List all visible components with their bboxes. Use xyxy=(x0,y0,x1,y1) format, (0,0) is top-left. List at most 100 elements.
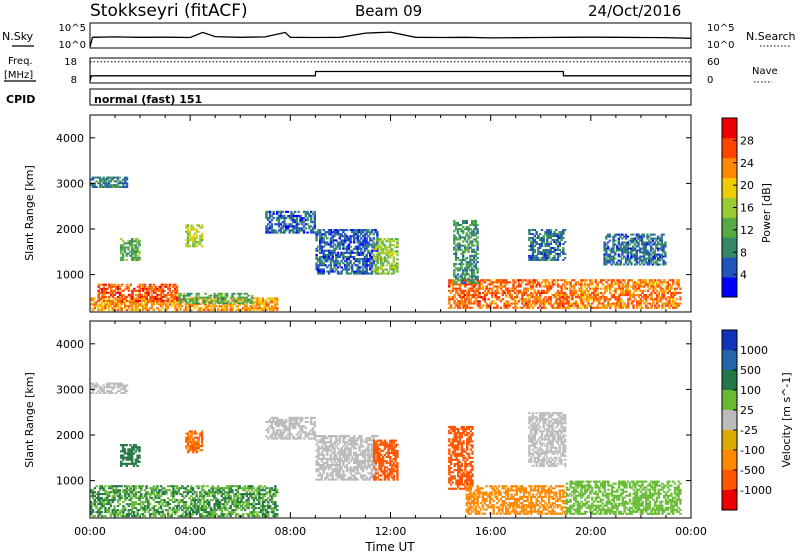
power-cell-7 xyxy=(315,247,318,250)
power-cell-1 xyxy=(118,285,122,288)
power-cell-11 xyxy=(546,241,549,243)
power-cell-9 xyxy=(506,306,510,309)
velocity-cell-0 xyxy=(129,489,132,492)
power-cell-12 xyxy=(627,300,630,303)
power-cell-8 xyxy=(396,238,399,241)
velocity-cell-0 xyxy=(127,489,130,492)
velocity-cell-0 xyxy=(258,507,261,510)
power-cell-9 xyxy=(473,296,476,299)
power-cell-9 xyxy=(564,296,567,299)
power-cell-6 xyxy=(270,231,274,234)
power-cell-3 xyxy=(125,182,129,185)
power-cell-0 xyxy=(236,309,240,312)
power-cell-5 xyxy=(185,226,188,229)
power-cell-6 xyxy=(283,214,286,217)
power-cell-2 xyxy=(218,294,222,297)
power-colorbar-tick-label-6: 28 xyxy=(740,134,754,147)
power-cell-7 xyxy=(333,266,336,269)
power-cell-11 xyxy=(531,247,535,249)
power-cell-7 xyxy=(360,243,363,246)
power-cell-9 xyxy=(551,279,554,282)
velocity-cell-0 xyxy=(252,499,256,502)
power-cell-13 xyxy=(657,235,660,238)
velocity-cell-0 xyxy=(183,503,186,506)
power-cell-9 xyxy=(524,302,528,305)
power-cell-13 xyxy=(628,239,631,242)
power-cell-7 xyxy=(369,266,372,269)
power-cell-7 xyxy=(338,262,341,265)
power-cell-9 xyxy=(483,300,487,303)
power-cell-13 xyxy=(633,253,637,256)
power-cell-12 xyxy=(666,304,669,307)
power-cell-2 xyxy=(208,296,211,299)
power-cell-6 xyxy=(311,229,315,232)
power-cell-7 xyxy=(319,256,322,259)
power-cell-7 xyxy=(331,253,334,256)
power-cell-0 xyxy=(259,301,263,304)
velocity-cell-0 xyxy=(192,513,195,516)
power-cell-4 xyxy=(131,250,134,253)
power-cell-2 xyxy=(217,302,220,305)
power-cell-13 xyxy=(610,247,613,250)
velocity-cell-0 xyxy=(236,503,240,506)
power-cell-0 xyxy=(225,305,229,308)
power-cell-1 xyxy=(158,287,161,290)
power-cell-7 xyxy=(354,270,358,273)
power-cell-13 xyxy=(642,263,646,266)
power-cell-9 xyxy=(471,285,474,288)
velocity-cell-0 xyxy=(259,485,263,488)
velocity-cell-0 xyxy=(206,499,209,502)
power-cell-10 xyxy=(472,248,476,251)
power-cell-6 xyxy=(299,214,302,217)
power-cell-6 xyxy=(276,217,279,220)
power-cell-13 xyxy=(632,233,635,236)
power-cell-9 xyxy=(462,279,465,282)
power-cell-13 xyxy=(633,239,637,242)
power-cell-8 xyxy=(383,256,387,259)
power-cell-9 xyxy=(467,294,471,297)
power-cell-9 xyxy=(548,287,551,290)
power-cell-12 xyxy=(571,285,574,288)
power-cell-12 xyxy=(666,300,669,303)
power-cell-0 xyxy=(274,297,277,300)
power-cell-7 xyxy=(322,237,325,240)
power-cell-0 xyxy=(90,297,93,300)
power-cell-13 xyxy=(621,251,624,254)
velocity-cell-0 xyxy=(93,505,96,508)
power-cell-13 xyxy=(635,249,638,252)
velocity-cell-0 xyxy=(213,491,216,494)
velocity-cell-0 xyxy=(199,495,202,498)
power-cell-0 xyxy=(190,303,193,306)
power-cell-7 xyxy=(347,243,350,246)
power-cell-0 xyxy=(256,307,259,310)
velocity-cell-0 xyxy=(106,493,109,496)
power-cell-9 xyxy=(487,287,490,290)
power-cell-13 xyxy=(623,241,626,244)
power-cell-2 xyxy=(231,292,234,295)
power-cell-13 xyxy=(605,261,608,264)
power-cell-9 xyxy=(448,281,451,284)
power-cell-11 xyxy=(531,256,535,259)
velocity-cell-0 xyxy=(217,501,220,504)
power-cell-12 xyxy=(677,304,680,307)
power-cell-5 xyxy=(200,239,204,242)
power-cell-8 xyxy=(376,254,379,257)
power-cell-10 xyxy=(456,246,460,249)
power-cell-9 xyxy=(555,302,558,305)
velocity-cell-0 xyxy=(97,491,100,494)
power-cell-7 xyxy=(356,266,359,269)
power-cell-13 xyxy=(635,233,638,236)
power-cell-7 xyxy=(352,231,356,234)
power-cell-2 xyxy=(238,292,241,295)
velocity-cell-0 xyxy=(106,501,109,504)
power-cell-7 xyxy=(317,231,320,234)
power-cell-2 xyxy=(231,296,234,299)
velocity-cell-0 xyxy=(161,491,164,494)
power-cell-0 xyxy=(197,307,200,310)
power-cell-10 xyxy=(469,242,472,245)
power-cell-0 xyxy=(106,305,109,308)
power-cell-9 xyxy=(460,289,463,292)
power-cell-9 xyxy=(546,279,549,282)
power-cell-10 xyxy=(454,277,458,280)
power-cell-1 xyxy=(102,283,106,286)
